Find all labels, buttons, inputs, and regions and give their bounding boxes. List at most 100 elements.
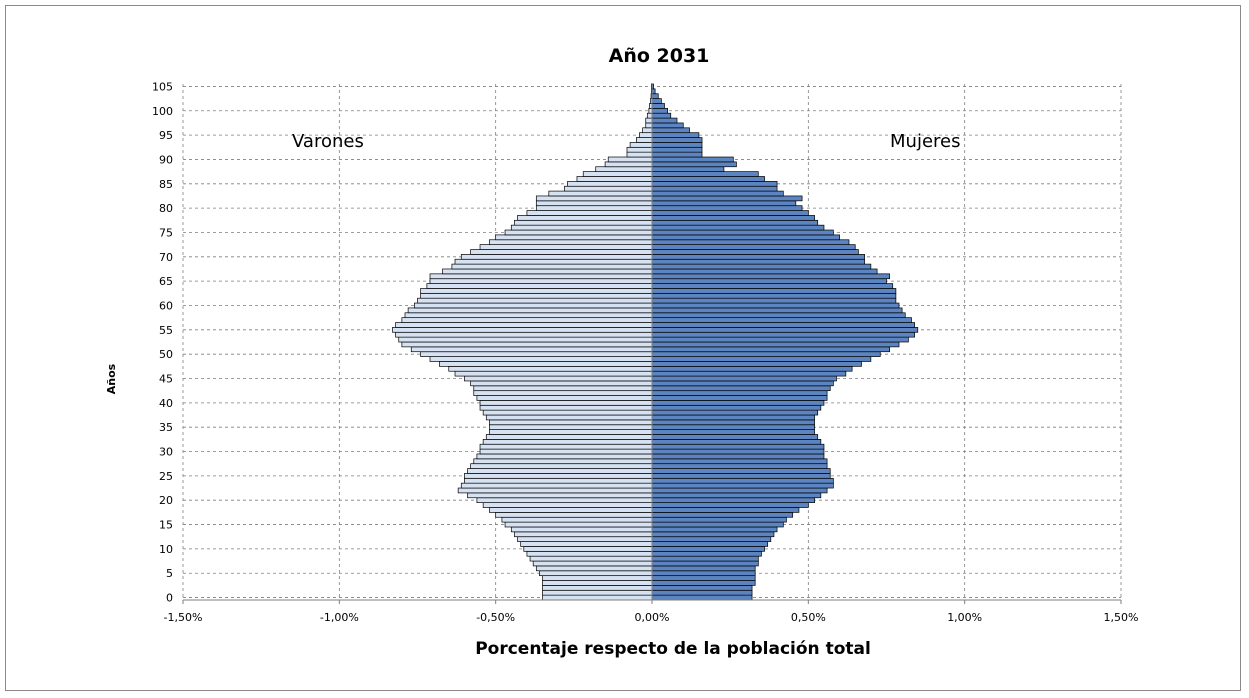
bar-varones	[401, 317, 653, 323]
chart-title: Año 2031	[609, 45, 710, 67]
bar-mujeres	[651, 205, 803, 211]
varones-bars	[392, 83, 653, 601]
y-tick-label: 25	[159, 470, 173, 483]
bar-varones	[476, 497, 653, 503]
bar-mujeres	[651, 151, 703, 158]
bar-mujeres	[651, 171, 759, 177]
bar-mujeres	[651, 107, 668, 114]
bar-varones	[476, 395, 653, 401]
bar-varones	[470, 249, 653, 255]
y-tick-label: 0	[166, 592, 173, 605]
bar-varones	[514, 219, 653, 226]
bar-varones	[467, 468, 653, 474]
bar-mujeres	[651, 434, 819, 440]
bar-mujeres	[651, 458, 828, 465]
bar-varones	[542, 585, 653, 591]
bar-mujeres	[651, 365, 853, 372]
bar-mujeres	[651, 185, 778, 192]
x-axis-title: Porcentaje respecto de la población tota…	[475, 639, 871, 659]
bar-mujeres	[651, 404, 822, 411]
x-tick-labels: -1,50% -1,00% -0,50% 0,00% 0,50% 1,00% 1,50%	[164, 611, 1139, 624]
bar-mujeres	[651, 536, 772, 542]
bar-varones	[542, 594, 653, 601]
bar-varones	[517, 536, 653, 542]
bar-varones	[607, 156, 653, 163]
bar-varones	[595, 166, 653, 172]
bar-mujeres	[651, 550, 762, 557]
bar-varones	[639, 132, 653, 138]
y-tick-label: 5	[166, 567, 173, 580]
bar-mujeres	[651, 400, 825, 406]
y-tick-label: 10	[159, 543, 173, 556]
bar-varones	[420, 288, 653, 294]
bar-mujeres	[651, 512, 794, 518]
y-tick-label: 80	[159, 202, 173, 215]
bar-varones	[429, 356, 653, 362]
bar-varones	[535, 200, 653, 207]
bar-mujeres	[651, 341, 900, 348]
bar-varones	[626, 146, 653, 153]
y-tick-label: 65	[159, 275, 173, 288]
bar-varones	[489, 424, 653, 430]
bar-varones	[535, 205, 653, 211]
bar-varones	[473, 458, 653, 465]
bar-varones	[582, 171, 653, 177]
bar-mujeres	[651, 229, 834, 236]
y-tick-label: 55	[159, 324, 173, 337]
y-tick-label: 30	[159, 446, 173, 459]
bar-mujeres	[651, 463, 828, 469]
bar-varones	[542, 580, 653, 586]
bar-mujeres	[651, 312, 906, 319]
bar-mujeres	[651, 278, 887, 284]
bar-mujeres	[651, 268, 878, 275]
bar-mujeres	[651, 380, 834, 387]
bar-mujeres	[651, 361, 862, 367]
bar-mujeres	[651, 161, 737, 168]
bar-mujeres	[651, 137, 703, 143]
bar-mujeres	[651, 327, 919, 333]
bar-mujeres	[651, 453, 825, 460]
bar-mujeres	[651, 443, 825, 450]
y-tick-label: 70	[159, 251, 173, 264]
bar-varones	[448, 365, 653, 372]
bar-mujeres	[651, 292, 897, 299]
x-tick-label: -0,50%	[476, 611, 515, 624]
bar-mujeres	[651, 210, 809, 216]
bar-varones	[535, 565, 653, 572]
bar-varones	[489, 419, 653, 426]
bar-varones	[567, 181, 653, 187]
bar-varones	[414, 302, 653, 309]
bar-varones	[451, 263, 653, 270]
y-axis-title: Años	[105, 363, 118, 394]
bar-mujeres	[651, 385, 831, 392]
bar-mujeres	[651, 589, 753, 596]
bar-varones	[604, 161, 653, 168]
x-tick-label: -1,50%	[164, 611, 203, 624]
bar-varones	[485, 434, 653, 440]
bar-varones	[642, 127, 653, 134]
y-tick-label: 75	[159, 226, 173, 239]
bar-varones	[420, 292, 653, 299]
bar-mujeres	[651, 244, 856, 250]
bar-mujeres	[651, 580, 756, 586]
bar-mujeres	[651, 482, 834, 489]
bar-mujeres	[651, 424, 815, 430]
bar-varones	[404, 312, 653, 319]
x-tick-label: 0,50%	[791, 611, 826, 624]
bar-mujeres	[651, 468, 831, 474]
bar-mujeres	[651, 297, 897, 304]
bar-varones	[535, 195, 653, 202]
bar-mujeres	[651, 439, 822, 445]
bar-varones	[539, 570, 653, 577]
bar-mujeres	[651, 521, 784, 528]
bar-varones	[645, 122, 653, 129]
bar-varones	[629, 142, 653, 148]
bar-varones	[495, 234, 653, 241]
y-tick-label: 90	[159, 153, 173, 166]
bar-varones	[542, 589, 653, 596]
bar-mujeres	[651, 93, 659, 99]
bar-varones	[398, 336, 653, 343]
y-tick-label: 85	[159, 178, 173, 191]
bar-varones	[485, 414, 653, 421]
chart-frame: Año 2031 0 5 10 15 20 25 30 35 40 45 50 55 60 65 70 75 8…	[5, 5, 1241, 691]
